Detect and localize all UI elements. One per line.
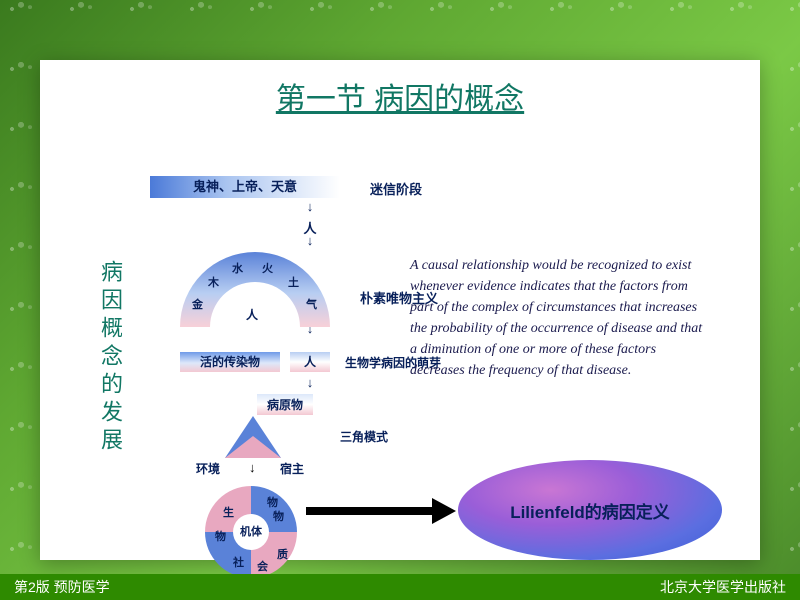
footer-right: 北京大学医学出版社 — [660, 577, 786, 597]
definition-quote: A causal relationship would be recognize… — [410, 255, 710, 381]
pathogen-row: 病原物 — [140, 394, 480, 414]
lilienfeld-ellipse: Lilienfeld的病因定义 — [458, 460, 722, 560]
footer-bar: 第2版 预防医学 北京大学医学出版社 — [0, 574, 800, 600]
arc-el: 火 — [262, 260, 273, 276]
page-title: 第一节 病因的概念 — [40, 60, 760, 126]
slide-content: 第一节 病因的概念 病因概念的发展 鬼神、上帝、天意 迷信阶段 ↓ 人 ↓ 金 … — [40, 60, 760, 560]
evolution-diagram: 鬼神、上帝、天意 迷信阶段 ↓ 人 ↓ 金 木 水 火 土 气 人 朴素唯物主义… — [140, 176, 480, 616]
pathogen-label: 病原物 — [257, 394, 313, 415]
footer-left: 第2版 预防医学 — [14, 577, 110, 597]
wheel-quad: 生 — [223, 504, 234, 520]
wheel-shape: 机体 生 物 物 质 社 会 物 — [205, 486, 297, 578]
wheel-quad: 物 — [215, 528, 226, 544]
stage-superstition: 鬼神、上帝、天意 迷信阶段 — [140, 176, 480, 202]
arc-el: 气 — [306, 296, 317, 312]
arc-el: 金 — [192, 296, 203, 312]
wheel-core: 机体 — [233, 514, 269, 550]
big-arrow-icon — [306, 504, 456, 518]
triangle-right: 宿主 — [280, 460, 304, 477]
arc-el: 水 — [232, 260, 243, 276]
arrow-icon: ↓ — [140, 202, 480, 218]
wheel-quad: 会 — [257, 558, 268, 574]
human-char-arc: 人 — [246, 306, 258, 323]
arc-el: 土 — [288, 274, 299, 290]
stage3-box-b: 人 — [290, 352, 330, 372]
wheel-quad: 质 — [277, 546, 288, 562]
triangle-model: 三角模式 环境 宿主 ↓ — [140, 414, 480, 486]
wheel-model: 机体 生 物 物 质 社 会 物 轮状模式 — [140, 486, 480, 578]
wheel-quad: 社 — [233, 554, 244, 570]
triangle-icon — [225, 416, 281, 458]
wheel-quad: 物 — [273, 508, 284, 524]
triangle-left: 环境 — [196, 460, 220, 477]
stage1-box: 鬼神、上帝、天意 — [150, 176, 340, 198]
triangle-label: 三角模式 — [340, 428, 388, 445]
stage1-label: 迷信阶段 — [370, 179, 422, 198]
arc-el: 木 — [208, 274, 219, 290]
stage3-box-a: 活的传染物 — [180, 352, 280, 372]
arrow-icon: ↓ — [249, 460, 256, 475]
sidebar-heading: 病因概念的发展 — [94, 260, 126, 456]
arrow-icon: ↓ — [140, 236, 480, 252]
